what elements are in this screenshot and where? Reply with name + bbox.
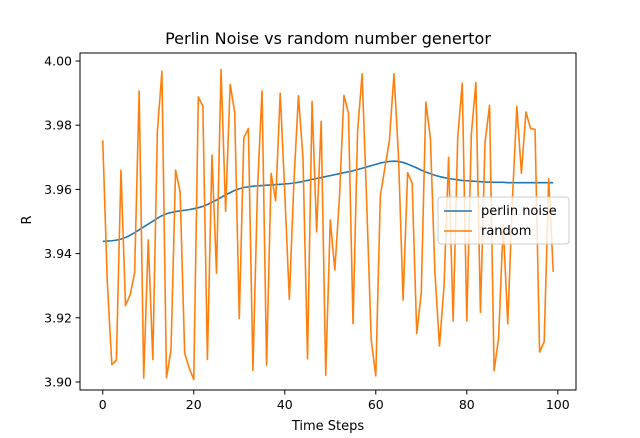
y-tick-label: 3.94 — [44, 246, 72, 261]
plot-area: 0 20 40 60 80 100 3.90 3.92 3.94 3.96 3.98 4.00 — [44, 52, 577, 412]
legend-label-random: random — [481, 224, 531, 239]
chart-title: Perlin Noise vs random number genertor — [165, 29, 491, 48]
legend-frame — [437, 196, 570, 245]
y-tick-label: 3.90 — [44, 374, 72, 389]
y-tick-label: 3.96 — [44, 182, 72, 197]
x-tick-label: 0 — [99, 397, 107, 412]
x-axis-label: Time Steps — [291, 419, 365, 434]
x-tick-label: 80 — [459, 397, 475, 412]
y-axis-label: R — [20, 215, 35, 224]
axes-frame — [79, 52, 577, 391]
x-tick-label: 60 — [368, 397, 384, 412]
y-tick-label: 4.00 — [44, 54, 72, 69]
y-tick-label: 3.92 — [44, 310, 72, 325]
legend-label-perlin-noise: perlin noise — [481, 204, 557, 219]
x-tick-label: 40 — [277, 397, 293, 412]
y-tick-label: 3.98 — [44, 118, 72, 133]
legend: perlin noise random — [437, 196, 570, 245]
x-tick-label: 100 — [546, 397, 570, 412]
x-tick-label: 20 — [186, 397, 202, 412]
